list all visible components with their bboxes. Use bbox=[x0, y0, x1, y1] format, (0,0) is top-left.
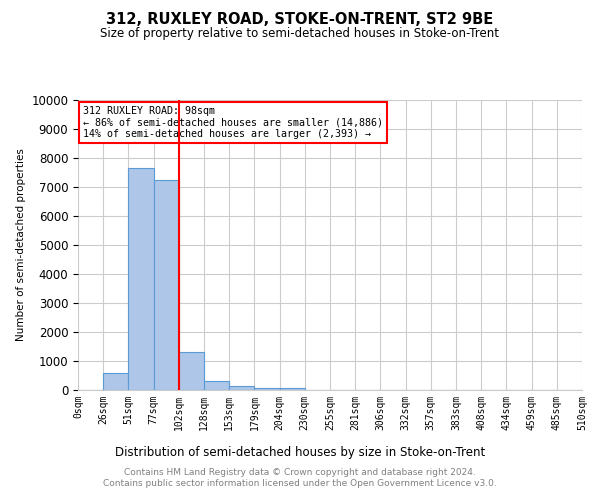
Text: 312 RUXLEY ROAD: 98sqm
← 86% of semi-detached houses are smaller (14,886)
14% of: 312 RUXLEY ROAD: 98sqm ← 86% of semi-det… bbox=[83, 106, 383, 139]
Bar bbox=[154, 180, 179, 390]
Text: Contains HM Land Registry data © Crown copyright and database right 2024.
Contai: Contains HM Land Registry data © Crown c… bbox=[103, 468, 497, 487]
Text: Size of property relative to semi-detached houses in Stoke-on-Trent: Size of property relative to semi-detach… bbox=[101, 28, 499, 40]
Bar bbox=[254, 388, 280, 390]
Text: 312, RUXLEY ROAD, STOKE-ON-TRENT, ST2 9BE: 312, RUXLEY ROAD, STOKE-ON-TRENT, ST2 9B… bbox=[106, 12, 494, 28]
Bar bbox=[128, 168, 154, 390]
Bar bbox=[204, 381, 229, 390]
Bar bbox=[280, 388, 305, 390]
Bar bbox=[103, 374, 128, 390]
Text: Distribution of semi-detached houses by size in Stoke-on-Trent: Distribution of semi-detached houses by … bbox=[115, 446, 485, 459]
Bar bbox=[179, 352, 204, 390]
Bar bbox=[229, 386, 254, 390]
Y-axis label: Number of semi-detached properties: Number of semi-detached properties bbox=[16, 148, 26, 342]
